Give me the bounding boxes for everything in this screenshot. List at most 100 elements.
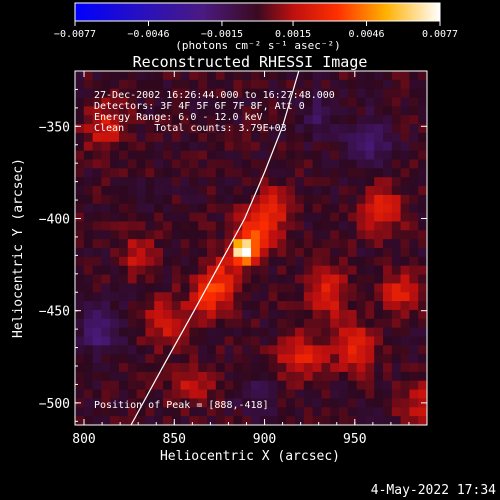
heatmap-cell xyxy=(207,194,217,205)
heatmap-cell xyxy=(242,124,252,134)
heatmap-cell xyxy=(321,309,331,320)
heatmap-cell xyxy=(418,79,427,90)
heatmap-cell xyxy=(171,132,182,143)
heatmap-cell xyxy=(259,115,270,125)
heatmap-cell xyxy=(163,371,173,382)
heatmap-cell xyxy=(119,274,129,284)
heatmap-cell xyxy=(409,239,419,249)
heatmap-cell xyxy=(83,407,94,417)
heatmap-cell xyxy=(180,301,190,311)
heatmap-cell xyxy=(347,124,358,134)
heatmap-cell xyxy=(215,71,226,81)
heatmap-cell xyxy=(259,336,270,346)
heatmap-cell xyxy=(119,159,129,169)
heatmap-cell xyxy=(163,327,173,338)
heatmap-cell xyxy=(101,318,111,329)
heatmap-cell xyxy=(180,398,190,408)
heatmap-cell xyxy=(365,301,375,311)
heatmap-cell xyxy=(233,345,243,355)
heatmap-cell xyxy=(189,371,199,382)
heatmap-cell xyxy=(180,274,190,284)
heatmap-cell xyxy=(101,97,111,107)
heatmap-cell xyxy=(268,150,278,161)
heatmap-cell xyxy=(163,79,173,90)
heatmap-cell xyxy=(163,177,173,187)
heatmap-cell xyxy=(268,97,278,107)
heatmap-cell xyxy=(207,212,217,223)
heatmap-cell xyxy=(171,256,182,267)
heatmap-cell xyxy=(92,221,102,231)
heatmap-cell xyxy=(374,141,384,152)
heatmap-cell xyxy=(268,203,278,214)
heatmap-cell xyxy=(83,283,94,293)
heatmap-cell xyxy=(242,194,252,205)
heatmap-cell xyxy=(295,363,305,373)
heatmap-cell xyxy=(163,407,173,417)
heatmap-cell xyxy=(330,150,340,161)
heatmap-cell xyxy=(365,398,375,408)
heatmap-cell xyxy=(347,318,358,329)
heatmap-cell xyxy=(383,230,393,240)
heatmap-cell xyxy=(198,371,208,382)
heatmap-cell xyxy=(339,221,349,231)
heatmap-cell xyxy=(224,239,234,249)
heatmap-cell xyxy=(163,301,173,311)
heatmap-cell xyxy=(312,371,322,382)
heatmap-cell xyxy=(136,124,146,134)
heatmap-cell xyxy=(383,363,393,373)
heatmap-cell xyxy=(110,71,120,81)
heatmap-cell xyxy=(400,212,410,223)
heatmap-cell xyxy=(242,265,252,276)
heatmap-cell xyxy=(233,318,243,329)
heatmap-cell xyxy=(198,301,208,311)
heatmap-cell xyxy=(119,194,129,205)
heatmap-cell xyxy=(312,407,322,417)
heatmap-cell xyxy=(163,150,173,161)
heatmap-cell xyxy=(83,79,94,90)
heatmap-cell xyxy=(233,106,243,116)
heatmap-cell xyxy=(409,274,419,284)
heatmap-cell xyxy=(321,416,331,425)
heatmap-cell xyxy=(277,230,287,240)
heatmap-cell xyxy=(268,318,278,329)
heatmap-cell xyxy=(189,407,199,417)
heatmap-cell xyxy=(347,230,358,240)
heatmap-cell xyxy=(295,97,305,107)
heatmap-cell xyxy=(189,115,199,125)
heatmap-cell xyxy=(251,132,261,143)
heatmap-cell xyxy=(163,363,173,373)
heatmap-cell xyxy=(251,194,261,205)
heatmap-cell xyxy=(189,186,199,196)
heatmap-cell xyxy=(75,327,85,338)
heatmap-cell xyxy=(295,177,305,187)
heatmap-cell xyxy=(224,97,234,107)
heatmap-cell xyxy=(75,363,85,373)
heatmap-cell xyxy=(163,141,173,152)
heatmap-cell xyxy=(303,221,314,231)
heatmap-cell xyxy=(75,265,85,276)
heatmap-cell xyxy=(242,292,252,302)
heatmap-cell xyxy=(321,115,331,125)
heatmap-cell xyxy=(127,292,138,302)
heatmap-cell xyxy=(136,380,146,391)
heatmap-cell xyxy=(92,318,102,329)
heatmap-cell xyxy=(207,354,217,364)
heatmap-cell xyxy=(286,212,296,223)
heatmap-cell xyxy=(259,265,270,276)
heatmap-cell xyxy=(224,71,234,81)
heatmap-cell xyxy=(127,283,138,293)
heatmap-cell xyxy=(347,186,358,196)
heatmap-cell xyxy=(101,212,111,223)
heatmap-cell xyxy=(374,124,384,134)
heatmap-cell xyxy=(339,97,349,107)
heatmap-cell xyxy=(110,371,120,382)
chart-title: Reconstructed RHESSI Image xyxy=(133,53,368,71)
heatmap-cell xyxy=(383,221,393,231)
heatmap-cell xyxy=(101,71,111,81)
heatmap-cell xyxy=(92,230,102,240)
heatmap-cell xyxy=(303,248,314,258)
heatmap-cell xyxy=(277,354,287,364)
heatmap-cell xyxy=(92,380,102,391)
heatmap-cell xyxy=(154,212,164,223)
heatmap-cell xyxy=(242,354,252,364)
